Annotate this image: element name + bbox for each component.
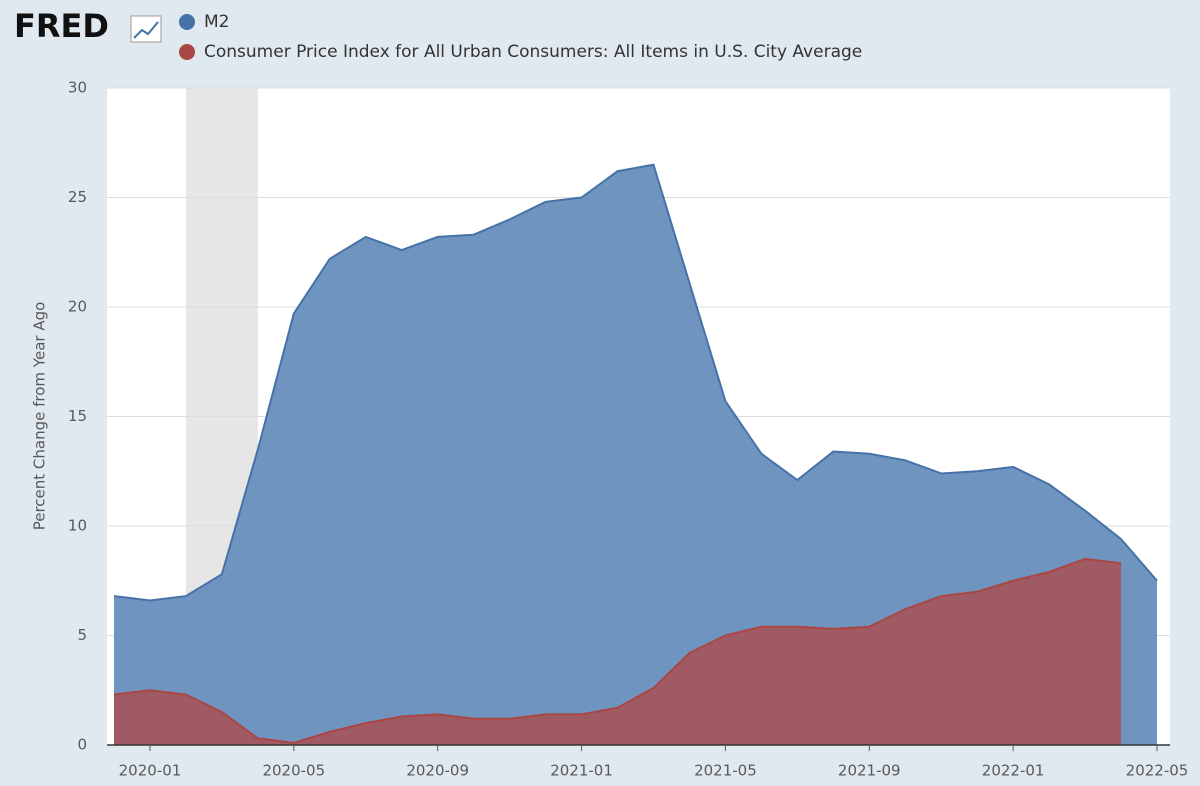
x-tick-label: 2020-09 <box>406 762 469 780</box>
x-tick-label: 2022-01 <box>982 762 1045 780</box>
y-axis-label: Percent Change from Year Ago <box>31 302 49 531</box>
legend-label: M2 <box>204 12 229 32</box>
x-tick-label: 2020-05 <box>262 762 325 780</box>
logo-icon <box>130 15 162 43</box>
y-tick-label: 10 <box>68 517 87 535</box>
line <box>113 557 1122 744</box>
legend-marker <box>179 14 195 30</box>
y-tick-label: 25 <box>68 188 87 206</box>
x-tick-label: 2022-05 <box>1126 762 1189 780</box>
y-tick-label: 5 <box>77 626 87 644</box>
y-tick-label: 20 <box>68 298 87 316</box>
area <box>114 164 1157 745</box>
line <box>113 163 1158 602</box>
x-tick-label: 2020-01 <box>119 762 182 780</box>
area <box>114 558 1122 745</box>
legend-marker <box>179 44 195 60</box>
x-tick-label: 2021-09 <box>838 762 901 780</box>
x-tick-label: 2021-05 <box>694 762 757 780</box>
x-tick-label: 2021-01 <box>550 762 613 780</box>
logo: FRED <box>14 7 109 45</box>
y-tick-label: 0 <box>77 736 87 754</box>
legend-label: Consumer Price Index for All Urban Consu… <box>204 42 862 62</box>
y-tick-label: 30 <box>68 79 87 97</box>
y-tick-label: 15 <box>68 407 87 425</box>
